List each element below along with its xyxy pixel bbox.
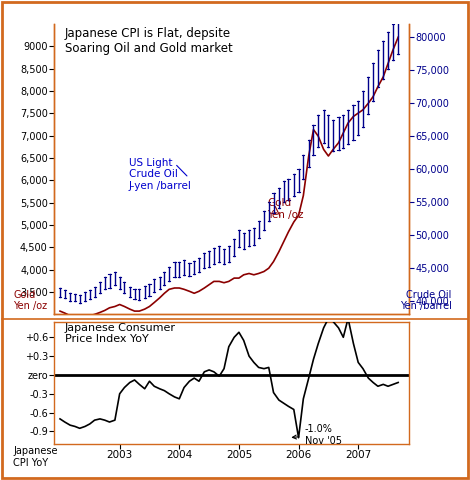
Text: -1.0%
Nov '05: -1.0% Nov '05 <box>292 424 342 445</box>
Text: Japanese
CPI YoY: Japanese CPI YoY <box>13 446 58 468</box>
Text: Crude Oil
Yen /barrel: Crude Oil Yen /barrel <box>400 290 452 312</box>
Text: Japanese Consumer
Price Index YoY: Japanese Consumer Price Index YoY <box>65 323 176 345</box>
Text: US Light
Crude Oil
J-yen /barrel: US Light Crude Oil J-yen /barrel <box>129 157 191 191</box>
Text: Gold
Yen /oz: Gold Yen /oz <box>13 290 47 312</box>
Text: Gold
Yen /oz: Gold Yen /oz <box>267 198 304 220</box>
Text: +0.9%
Nov '06: +0.9% Nov '06 <box>0 479 1 480</box>
Text: Japanese CPI is Flat, depsite
Soaring Oil and Gold market: Japanese CPI is Flat, depsite Soaring Oi… <box>65 27 233 55</box>
